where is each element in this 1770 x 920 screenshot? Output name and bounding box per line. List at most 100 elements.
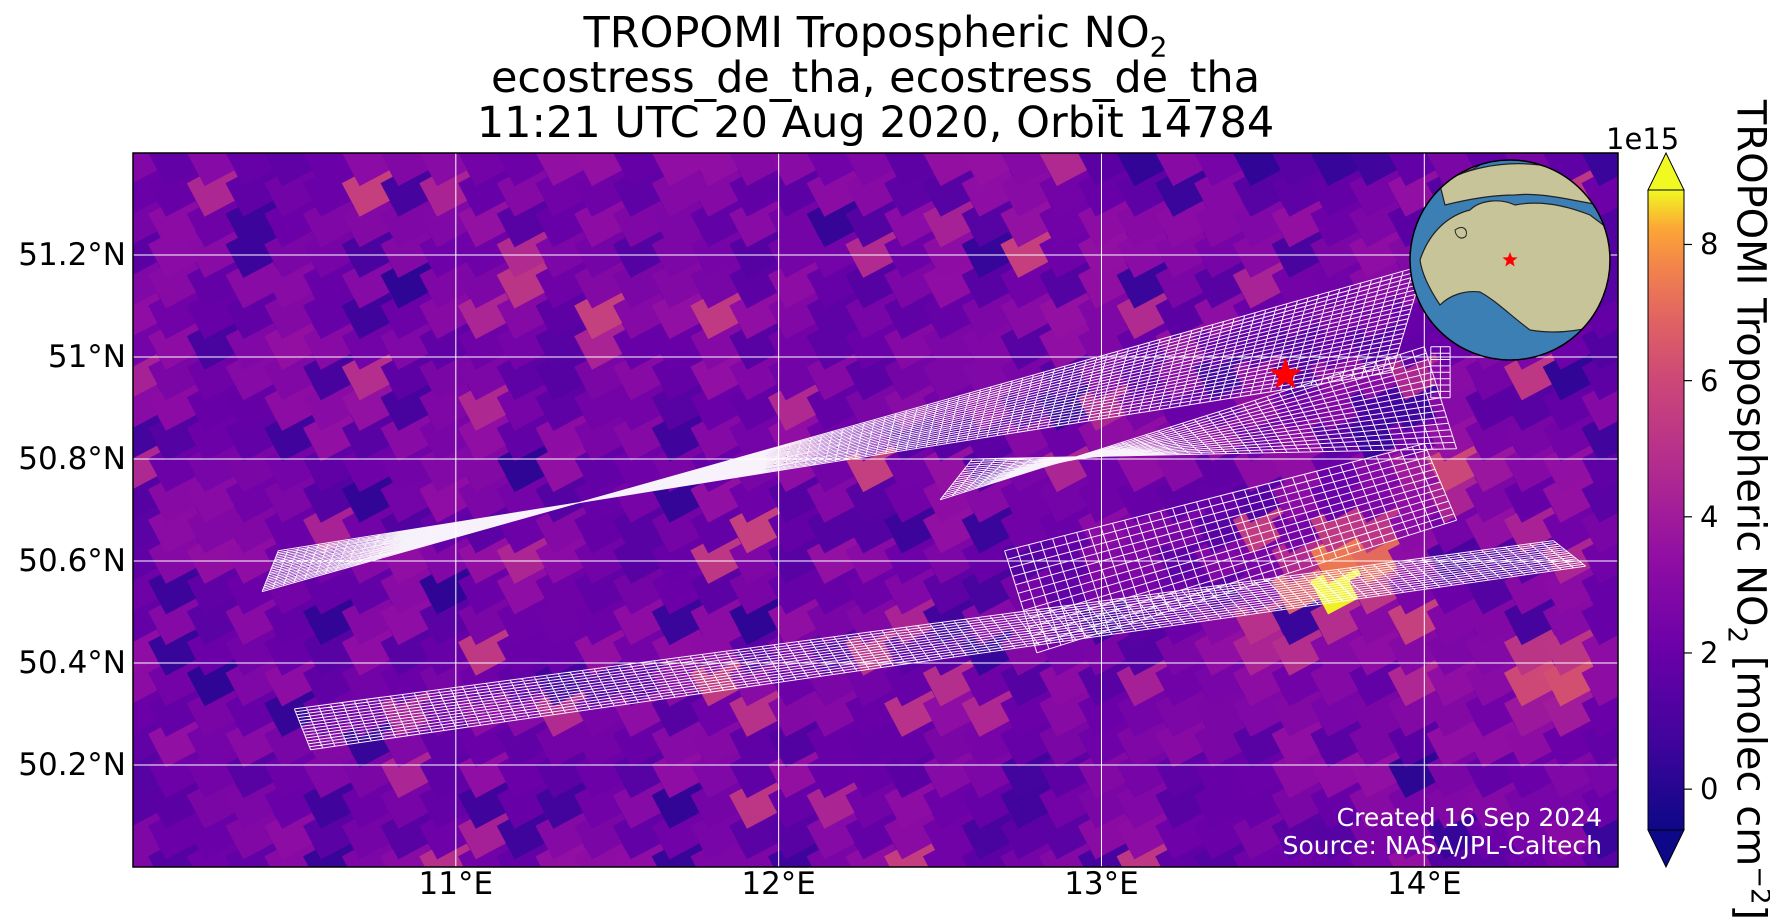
no2-pixel — [1465, 619, 1526, 676]
no2-pixel — [535, 680, 596, 737]
no2-pixel — [845, 558, 906, 615]
no2-pixel — [1077, 405, 1139, 462]
no2-pixel — [419, 344, 480, 401]
no2-pixel — [419, 711, 480, 768]
no2-pixel — [884, 466, 945, 523]
no2-pixel — [1039, 680, 1100, 737]
no2-pixel — [1039, 742, 1100, 799]
no2-pixel — [1039, 405, 1100, 462]
no2-pixel — [1271, 711, 1332, 768]
no2-pixel — [148, 558, 209, 615]
no2-pixel — [1542, 864, 1603, 867]
no2-pixel — [133, 436, 170, 493]
no2-pixel — [303, 619, 364, 676]
no2-pixel — [574, 680, 635, 737]
no2-pixel — [1503, 864, 1565, 867]
no2-pixel — [71, 589, 131, 645]
no2-pixel — [1194, 589, 1255, 646]
no2-pixel — [612, 833, 674, 867]
no2-pixel — [961, 558, 1022, 615]
no2-pixel — [1039, 191, 1100, 248]
no2-pixel — [148, 650, 209, 707]
no2-pixel — [1542, 711, 1603, 768]
no2-pixel — [1194, 160, 1255, 217]
colorbar-multiplier: 1e15 — [1606, 122, 1680, 156]
no2-pixel — [1116, 497, 1177, 554]
no2-pixel — [1194, 772, 1255, 829]
no2-pixel — [225, 772, 286, 829]
colorbar-tick-2: 2 — [1700, 635, 1719, 670]
no2-pixel — [1116, 252, 1177, 309]
no2-pixel — [535, 711, 596, 768]
no2-pixel — [186, 344, 248, 401]
no2-pixel — [1000, 527, 1061, 584]
no2-pixel — [1426, 803, 1487, 860]
no2-pixel — [133, 160, 170, 217]
no2-pixel — [1503, 833, 1565, 867]
no2-pixel — [133, 466, 170, 523]
no2-pixel — [690, 680, 751, 737]
globe-inset — [1409, 159, 1611, 361]
no2-pixel — [186, 313, 248, 370]
no2-pixel — [651, 313, 712, 370]
no2-pixel — [1271, 833, 1332, 867]
no2-pixel — [535, 619, 596, 676]
no2-pixel — [651, 742, 712, 799]
no2-pixel — [1581, 374, 1618, 431]
no2-pixel — [1426, 344, 1487, 401]
no2-pixel — [1387, 153, 1448, 187]
no2-pixel — [535, 527, 596, 584]
no2-pixel — [1503, 711, 1565, 768]
globe-outline — [1409, 159, 1611, 361]
no2-pixel — [341, 772, 403, 829]
no2-pixel — [729, 650, 790, 707]
no2-pixel — [845, 221, 906, 278]
no2-pixel — [1039, 711, 1100, 768]
no2-pixel — [496, 252, 557, 309]
no2-pixel — [264, 436, 325, 493]
no2-pixel — [303, 153, 364, 187]
no2-pixel — [729, 283, 790, 340]
no2-pixel — [148, 252, 209, 309]
no2-pixel — [690, 466, 751, 523]
no2-pixel — [264, 313, 325, 370]
no2-pixel — [303, 650, 364, 707]
no2-pixel — [419, 803, 480, 860]
no2-pixel — [574, 153, 635, 187]
no2-pixel — [496, 680, 557, 737]
no2-pixel — [1194, 680, 1255, 737]
no2-pixel — [535, 160, 596, 217]
no2-pixel — [496, 436, 557, 493]
colorbar-extend-min — [1647, 829, 1685, 869]
no2-pixel — [1310, 650, 1371, 707]
no2-pixel — [767, 374, 829, 431]
no2-pixel — [148, 772, 209, 829]
no2-pixel — [264, 589, 325, 646]
no2-pixel — [690, 160, 751, 217]
no2-pixel — [380, 619, 441, 676]
no2-pixel — [303, 221, 364, 278]
no2-pixel — [1116, 772, 1177, 829]
no2-pixel — [729, 221, 790, 278]
no2-pixel — [845, 283, 906, 340]
no2-pixel — [380, 252, 441, 309]
no2-pixel — [922, 221, 984, 278]
no2-pixel — [1077, 527, 1139, 584]
no2-pixel — [845, 650, 906, 707]
no2-pixel — [845, 711, 906, 768]
no2-pixel — [1310, 711, 1371, 768]
no2-pixel — [767, 558, 829, 615]
no2-pixel — [961, 283, 1022, 340]
no2-map — [71, 152, 1619, 868]
no2-pixel — [651, 221, 712, 278]
no2-pixel — [574, 466, 635, 523]
no2-pixel — [1348, 283, 1410, 340]
no2-pixel — [1194, 803, 1255, 860]
no2-pixel — [884, 374, 945, 431]
no2-pixel — [535, 772, 596, 829]
no2-pixel — [1155, 252, 1216, 309]
no2-pixel — [884, 742, 945, 799]
no2-pixel — [1426, 589, 1487, 646]
no2-pixel — [419, 374, 480, 431]
no2-pixel — [186, 191, 248, 248]
